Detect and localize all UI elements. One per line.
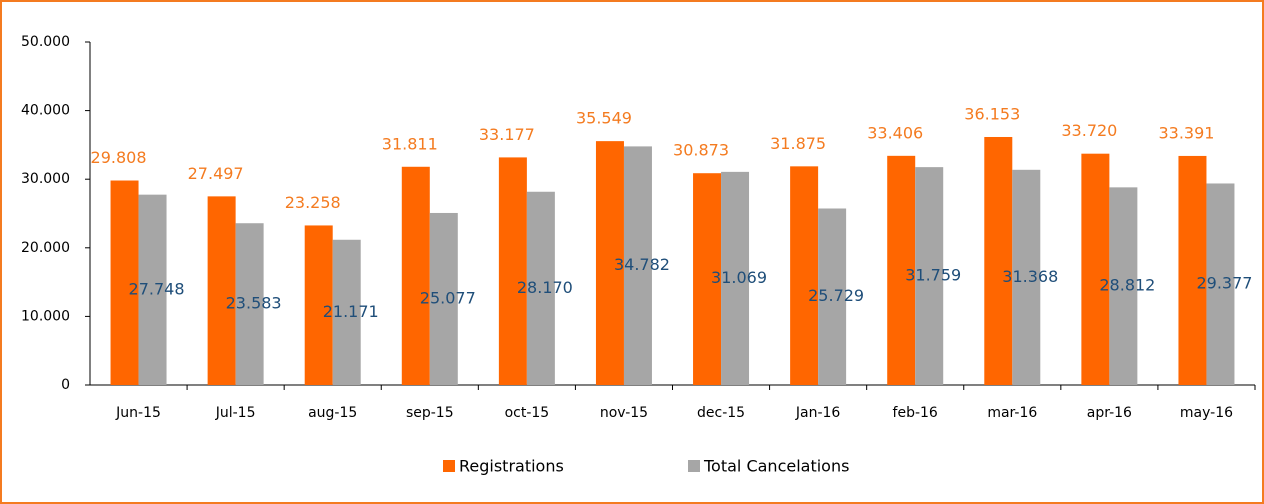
value-label: 33.391 (1158, 123, 1214, 142)
value-label: 31.069 (711, 268, 767, 287)
value-label: 25.729 (808, 286, 864, 305)
x-tick-label: may-16 (1180, 405, 1233, 421)
value-label: 31.759 (905, 266, 961, 285)
x-tick-label: oct-15 (505, 405, 550, 421)
x-tick-label: apr-16 (1087, 405, 1132, 421)
value-label: 29.808 (91, 148, 147, 167)
legend-label: Registrations (459, 457, 564, 476)
bar (915, 167, 944, 385)
bar (526, 191, 555, 385)
value-label: 35.549 (576, 109, 632, 128)
value-label: 36.153 (964, 104, 1020, 123)
bar (332, 239, 361, 385)
bar (1081, 153, 1110, 385)
value-label: 29.377 (1196, 274, 1252, 293)
bar (138, 194, 167, 385)
value-label: 21.171 (323, 302, 379, 321)
value-label: 30.873 (673, 141, 729, 160)
y-tick-label: 30.000 (21, 171, 70, 187)
legend-swatch (688, 460, 700, 472)
y-tick-label: 10.000 (21, 308, 70, 324)
x-tick-label: dec-15 (697, 405, 745, 421)
x-tick-label: feb-16 (893, 405, 938, 421)
x-tick-label: Jun-15 (115, 405, 161, 421)
bar (790, 166, 819, 385)
y-tick-label: 0 (61, 377, 70, 393)
value-label: 28.170 (517, 278, 573, 297)
x-tick-label: aug-15 (308, 405, 357, 421)
value-label: 23.583 (226, 294, 282, 313)
bar (1206, 183, 1235, 385)
value-label: 34.782 (614, 255, 670, 274)
value-label: 28.812 (1099, 276, 1155, 295)
y-tick-label: 20.000 (21, 240, 70, 256)
value-label: 27.748 (129, 279, 185, 298)
bar (235, 223, 264, 385)
bar (207, 196, 236, 385)
bar (721, 171, 750, 385)
value-label: 25.077 (420, 288, 476, 307)
x-tick-label: sep-15 (406, 405, 454, 421)
x-tick-label: nov-15 (600, 405, 648, 421)
legend-swatch (443, 460, 455, 472)
value-label: 27.497 (188, 164, 244, 183)
value-label: 33.720 (1061, 121, 1117, 140)
bar (1012, 169, 1041, 385)
bar (498, 157, 527, 385)
value-label: 33.406 (867, 123, 923, 142)
value-label: 31.875 (770, 134, 826, 153)
legend-label: Total Cancelations (703, 457, 849, 476)
value-label: 33.177 (479, 125, 535, 144)
x-tick-label: mar-16 (987, 405, 1037, 421)
bar (623, 146, 652, 385)
x-tick-label: Jan-16 (795, 405, 841, 421)
value-label: 31.811 (382, 134, 438, 153)
bar (110, 180, 139, 385)
y-tick-label: 50.000 (21, 34, 70, 50)
bar (1178, 155, 1207, 385)
bar (595, 141, 624, 385)
bar (401, 166, 430, 385)
bar (818, 208, 847, 385)
bar (429, 212, 458, 385)
value-label: 31.368 (1002, 267, 1058, 286)
x-tick-label: Jul-15 (215, 405, 256, 421)
bar (693, 173, 722, 385)
value-label: 23.258 (285, 193, 341, 212)
bar (1109, 187, 1138, 385)
y-tick-label: 40.000 (21, 103, 70, 119)
bar (887, 155, 916, 385)
bar (984, 136, 1013, 385)
bar (304, 225, 333, 385)
